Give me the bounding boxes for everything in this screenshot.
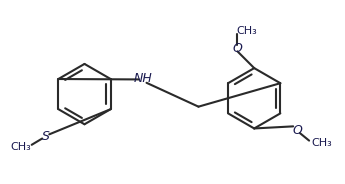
Text: CH₃: CH₃: [311, 138, 332, 148]
Text: CH₃: CH₃: [10, 142, 31, 152]
Text: O: O: [233, 42, 243, 54]
Text: O: O: [293, 124, 302, 137]
Text: S: S: [42, 130, 50, 143]
Text: NH: NH: [134, 72, 152, 85]
Text: CH₃: CH₃: [236, 26, 257, 36]
